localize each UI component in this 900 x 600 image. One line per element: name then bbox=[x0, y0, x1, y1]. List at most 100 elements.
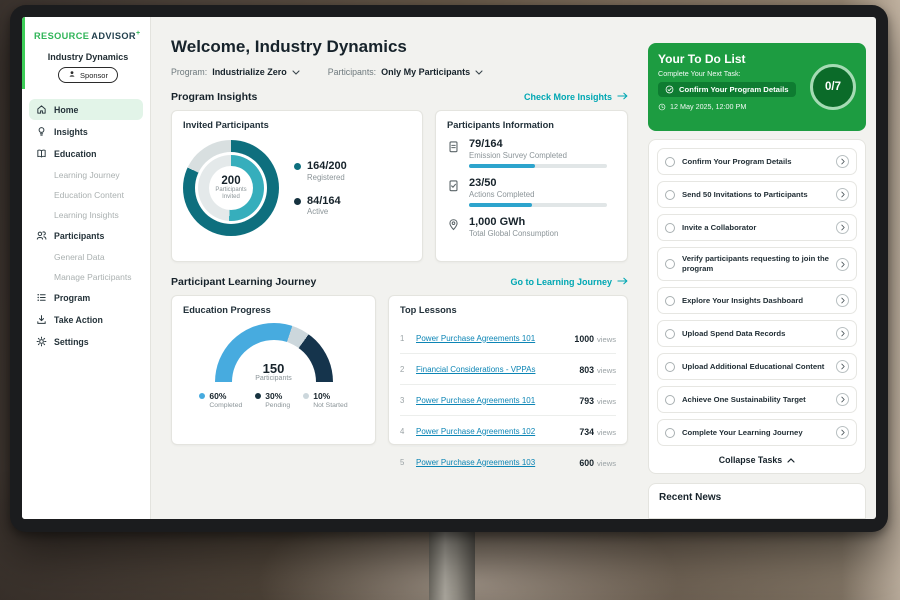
lesson-link[interactable]: Power Purchase Agreements 103 bbox=[416, 457, 536, 467]
checklist-icon bbox=[447, 179, 460, 192]
task-checkbox[interactable] bbox=[665, 156, 675, 167]
org-name: Industry Dynamics bbox=[47, 52, 129, 63]
sidebar-item-learning-journey[interactable]: Learning Journey bbox=[29, 165, 143, 184]
info-label: Actions Completed bbox=[469, 190, 535, 199]
program-filter-label: Program: bbox=[171, 67, 208, 77]
todo-progress-badge: 0/7 bbox=[810, 64, 856, 110]
check-more-insights-link[interactable]: Check More Insights bbox=[524, 92, 628, 102]
clipboard-icon bbox=[447, 140, 460, 153]
sidebar-item-learning-insights[interactable]: Learning Insights bbox=[29, 205, 143, 224]
chevron-right-icon[interactable] bbox=[836, 221, 849, 234]
monitor-bezel: RESOURCE ADVISOR+ Industry Dynamics Spons… bbox=[10, 5, 888, 532]
info-row-actions-completed: 23/50 Actions Completed bbox=[447, 177, 616, 207]
chevron-right-icon[interactable] bbox=[836, 327, 849, 340]
task-row-upload-spend-data[interactable]: Upload Spend Data Records bbox=[657, 320, 857, 347]
info-row-emission-survey: 79/164 Emission Survey Completed bbox=[447, 138, 616, 168]
location-pin-icon bbox=[447, 218, 460, 231]
chevron-right-icon[interactable] bbox=[836, 426, 849, 439]
learning-journey-section-header: Participant Learning Journey Go to Learn… bbox=[171, 276, 628, 288]
chevron-right-icon[interactable] bbox=[836, 155, 849, 168]
sidebar-item-education-content[interactable]: Education Content bbox=[29, 185, 143, 204]
gauge-legend: 60% Completed 30% Pending 10% Not Starte… bbox=[199, 391, 348, 409]
nav-label: Take Action bbox=[54, 314, 103, 325]
sidebar-item-settings[interactable]: Settings bbox=[29, 331, 143, 352]
participants-filter-dropdown[interactable]: Participants: Only My Participants bbox=[328, 67, 483, 77]
todo-progress-value: 0/7 bbox=[825, 81, 841, 93]
task-checkbox[interactable] bbox=[665, 394, 675, 405]
task-checkbox[interactable] bbox=[665, 259, 675, 269]
lesson-link[interactable]: Power Purchase Agreements 101 bbox=[416, 395, 536, 405]
legend-value: 60% bbox=[209, 391, 227, 401]
lesson-rank: 3 bbox=[400, 395, 405, 405]
chevron-right-icon[interactable] bbox=[836, 188, 849, 201]
nav-label: Education Content bbox=[54, 189, 124, 200]
task-checkbox[interactable] bbox=[665, 328, 675, 339]
task-checkbox[interactable] bbox=[665, 295, 675, 306]
lesson-views-count: 1000 bbox=[574, 334, 594, 344]
info-label: Emission Survey Completed bbox=[469, 151, 567, 160]
task-checkbox[interactable] bbox=[665, 427, 675, 438]
nav-label: Participants bbox=[54, 230, 105, 241]
task-checkbox[interactable] bbox=[665, 189, 675, 200]
main-content: Welcome, Industry Dynamics Program: Indu… bbox=[151, 17, 644, 519]
education-gauge-chart: 150 Participants bbox=[214, 323, 333, 382]
logo-plus: + bbox=[135, 30, 141, 37]
sidebar-item-program[interactable]: Program bbox=[29, 287, 143, 308]
task-label: Explore Your Insights Dashboard bbox=[682, 295, 804, 305]
nav-label: Manage Participants bbox=[54, 271, 132, 282]
legend-value: 84/164 bbox=[307, 194, 341, 207]
participants-filter-label: Participants: bbox=[327, 67, 377, 77]
task-row-invite-collaborator[interactable]: Invite a Collaborator bbox=[657, 214, 857, 241]
info-value: 79/164 bbox=[469, 138, 503, 150]
sidebar-item-insights[interactable]: Insights bbox=[29, 121, 143, 142]
task-row-confirm-program[interactable]: Confirm Your Program Details bbox=[657, 148, 857, 175]
legend-item-not-started: 10% Not Started bbox=[303, 391, 348, 409]
lesson-link[interactable]: Power Purchase Agreements 101 bbox=[416, 333, 536, 343]
task-row-upload-educational-content[interactable]: Upload Additional Educational Content bbox=[657, 353, 857, 380]
nav-label: Settings bbox=[54, 336, 89, 347]
sidebar-item-home[interactable]: Home bbox=[29, 99, 143, 121]
task-checkbox[interactable] bbox=[665, 361, 675, 372]
todo-subtitle: Complete Your Next Task: bbox=[658, 69, 741, 78]
sidebar-item-general-data[interactable]: General Data bbox=[29, 247, 143, 266]
task-row-verify-participants[interactable]: Verify participants requesting to join t… bbox=[657, 247, 857, 281]
sponsor-badge: Sponsor bbox=[58, 67, 118, 84]
program-filter-dropdown[interactable]: Program: Industrialize Zero bbox=[171, 67, 300, 77]
legend-dot bbox=[294, 162, 301, 170]
task-row-send-invitations[interactable]: Send 50 Invitations to Participants bbox=[657, 181, 857, 208]
todo-panel: Your To Do List Complete Your Next Task:… bbox=[644, 17, 876, 519]
sidebar-item-take-action[interactable]: Take Action bbox=[29, 309, 143, 330]
lesson-link[interactable]: Financial Considerations - VPPAs bbox=[416, 364, 536, 374]
task-row-complete-learning-journey[interactable]: Complete Your Learning Journey bbox=[657, 419, 857, 446]
next-task-pill[interactable]: Confirm Your Program Details bbox=[658, 82, 796, 97]
chevron-right-icon[interactable] bbox=[836, 257, 849, 271]
recent-news-card: Recent News bbox=[648, 483, 866, 519]
lesson-views-label: views bbox=[597, 366, 616, 375]
due-date-label: 12 May 2025, 12:00 PM bbox=[670, 102, 747, 111]
task-label: Complete Your Learning Journey bbox=[682, 427, 803, 437]
chevron-right-icon[interactable] bbox=[836, 393, 849, 406]
donut-legend: 164/200 Registered 84/164 Active bbox=[294, 160, 347, 216]
lightbulb-icon bbox=[36, 126, 47, 137]
collapse-tasks-label: Collapse Tasks bbox=[718, 455, 783, 465]
chevron-right-icon[interactable] bbox=[836, 360, 849, 373]
chevron-right-icon[interactable] bbox=[836, 294, 849, 307]
app-logo: RESOURCE ADVISOR+ bbox=[34, 30, 142, 41]
sidebar-item-manage-participants[interactable]: Manage Participants bbox=[29, 267, 143, 286]
sidebar-item-participants[interactable]: Participants bbox=[29, 225, 143, 246]
info-value: 1,000 GWh bbox=[469, 216, 526, 228]
monitor-stand bbox=[429, 520, 475, 600]
sidebar-item-education[interactable]: Education bbox=[29, 143, 143, 164]
task-checkbox[interactable] bbox=[665, 222, 675, 233]
task-row-explore-insights[interactable]: Explore Your Insights Dashboard bbox=[657, 287, 857, 314]
task-row-achieve-sustainability-target[interactable]: Achieve One Sustainability Target bbox=[657, 386, 857, 413]
home-icon bbox=[36, 104, 47, 115]
arrow-right-icon bbox=[617, 92, 628, 102]
legend-label: Active bbox=[307, 207, 329, 217]
lesson-row: 5 Power Purchase Agreements 103 600 views bbox=[400, 447, 616, 477]
collapse-tasks-button[interactable]: Collapse Tasks bbox=[657, 452, 857, 469]
lesson-link[interactable]: Power Purchase Agreements 102 bbox=[416, 426, 536, 436]
logo-advisor: ADVISOR bbox=[91, 31, 136, 42]
go-to-learning-journey-link[interactable]: Go to Learning Journey bbox=[510, 277, 628, 287]
